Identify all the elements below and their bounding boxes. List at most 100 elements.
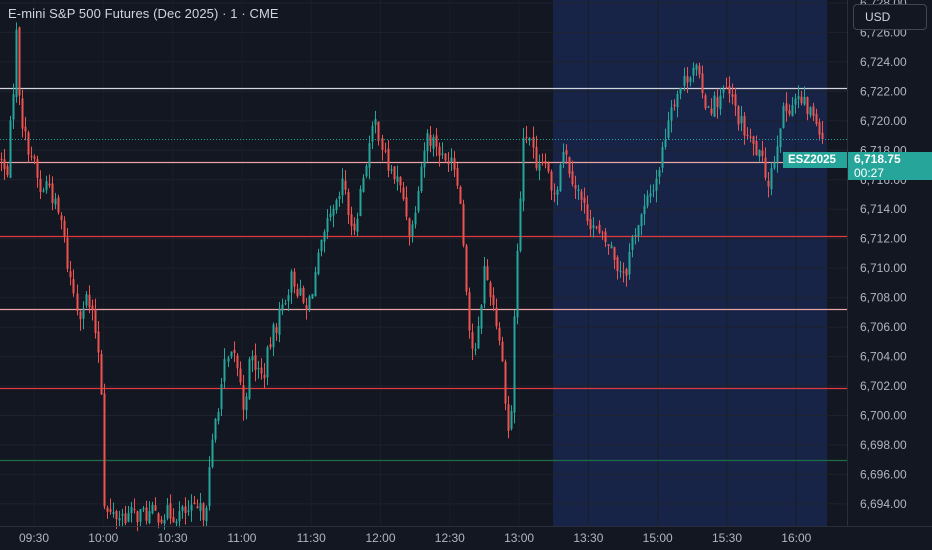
candle-body (314, 272, 317, 297)
candle-body (423, 150, 426, 168)
candle-body (471, 332, 474, 349)
time-axis[interactable]: 09:30 10:00 10:30 11:00 11:30 12:00 12:30 13:00… (19, 531, 812, 545)
candle-body (785, 103, 788, 112)
candle-body (223, 359, 226, 382)
candle-body (9, 120, 12, 178)
candle-body (3, 159, 6, 170)
candle-body (139, 509, 142, 522)
candle-body (673, 104, 676, 107)
candle-body (607, 243, 610, 246)
candle-body (208, 467, 211, 507)
candle-body (698, 65, 701, 75)
candle-body (453, 158, 456, 170)
horizontal-levels[interactable] (0, 87, 847, 462)
candle-body (794, 98, 797, 105)
candle-body (519, 198, 522, 251)
candle-body (764, 157, 767, 178)
candle-body (782, 106, 785, 129)
candle-body (803, 96, 806, 105)
candle-body (163, 519, 166, 524)
y-tick-label: 6,696.00 (860, 467, 907, 481)
candle-body (692, 67, 695, 76)
candle-body (211, 439, 214, 467)
candle-body (181, 506, 184, 512)
candle-body (196, 506, 199, 509)
candle-body (169, 503, 172, 519)
candle-body (275, 327, 278, 333)
candle-body (257, 367, 260, 369)
candle-body (622, 271, 625, 273)
candle-body (580, 191, 583, 200)
candle-body (154, 505, 157, 511)
candle-body (308, 296, 311, 310)
candle-body (166, 505, 169, 519)
candle-body (160, 519, 163, 523)
candle-body (544, 161, 547, 164)
candle-body (776, 146, 779, 162)
candle-body (532, 137, 535, 148)
candle-body (683, 75, 686, 86)
candle-body (432, 137, 435, 149)
candle-body (387, 148, 390, 171)
candle-body (821, 132, 824, 140)
candle-body (36, 159, 39, 178)
candle-body (329, 213, 332, 218)
candle-body (51, 183, 54, 204)
candle-body (679, 88, 682, 94)
currency-button[interactable]: USD (853, 4, 927, 30)
candle-body (296, 288, 299, 297)
candle-body (320, 239, 323, 252)
candle-body (21, 98, 24, 129)
candle-body (344, 180, 347, 190)
candle-body (541, 162, 544, 164)
candle-body (655, 178, 658, 191)
candle-body (640, 214, 643, 227)
candle-body (809, 107, 812, 116)
y-tick-label: 6,704.00 (860, 350, 907, 364)
candle-body (661, 146, 664, 168)
candle-body (402, 187, 405, 200)
candle-body (643, 205, 646, 215)
candle-body (42, 190, 45, 192)
candle-body (414, 212, 417, 225)
candle-body (791, 105, 794, 117)
candle-body (24, 126, 27, 132)
candle-body (435, 135, 438, 147)
candle-body (390, 169, 393, 171)
candle-body (553, 192, 556, 194)
current-price-tag: 6,718.75 00:27 (848, 152, 932, 180)
candle-body (338, 196, 341, 199)
candle-body (676, 94, 679, 108)
candle-body (695, 64, 698, 70)
y-tick-label: 6,698.00 (860, 438, 907, 452)
candle-body (106, 507, 109, 512)
candle-body (513, 316, 516, 413)
candle-body (707, 106, 710, 108)
candle-body (323, 231, 326, 242)
candle-body (420, 166, 423, 191)
candle-body (770, 168, 773, 190)
candle-body (184, 506, 187, 513)
candle-body (574, 185, 577, 189)
candle-body (788, 110, 791, 115)
candle-body (547, 162, 550, 172)
candle-body (728, 85, 731, 94)
candle-body (172, 517, 175, 523)
candle-body (583, 197, 586, 203)
candle-body (746, 134, 749, 136)
candle-body (115, 511, 118, 520)
candle-body (124, 513, 127, 524)
candle-body (27, 132, 30, 155)
candle-body (384, 150, 387, 152)
candle-body (752, 136, 755, 144)
candle-body (91, 305, 94, 310)
candle-body (610, 245, 613, 249)
x-tick-label: 09:30 (19, 531, 49, 545)
candle-body (761, 150, 764, 156)
candle-body (103, 393, 106, 507)
candle-body (710, 108, 713, 114)
candle-body (127, 512, 130, 522)
candle-body (516, 250, 519, 318)
